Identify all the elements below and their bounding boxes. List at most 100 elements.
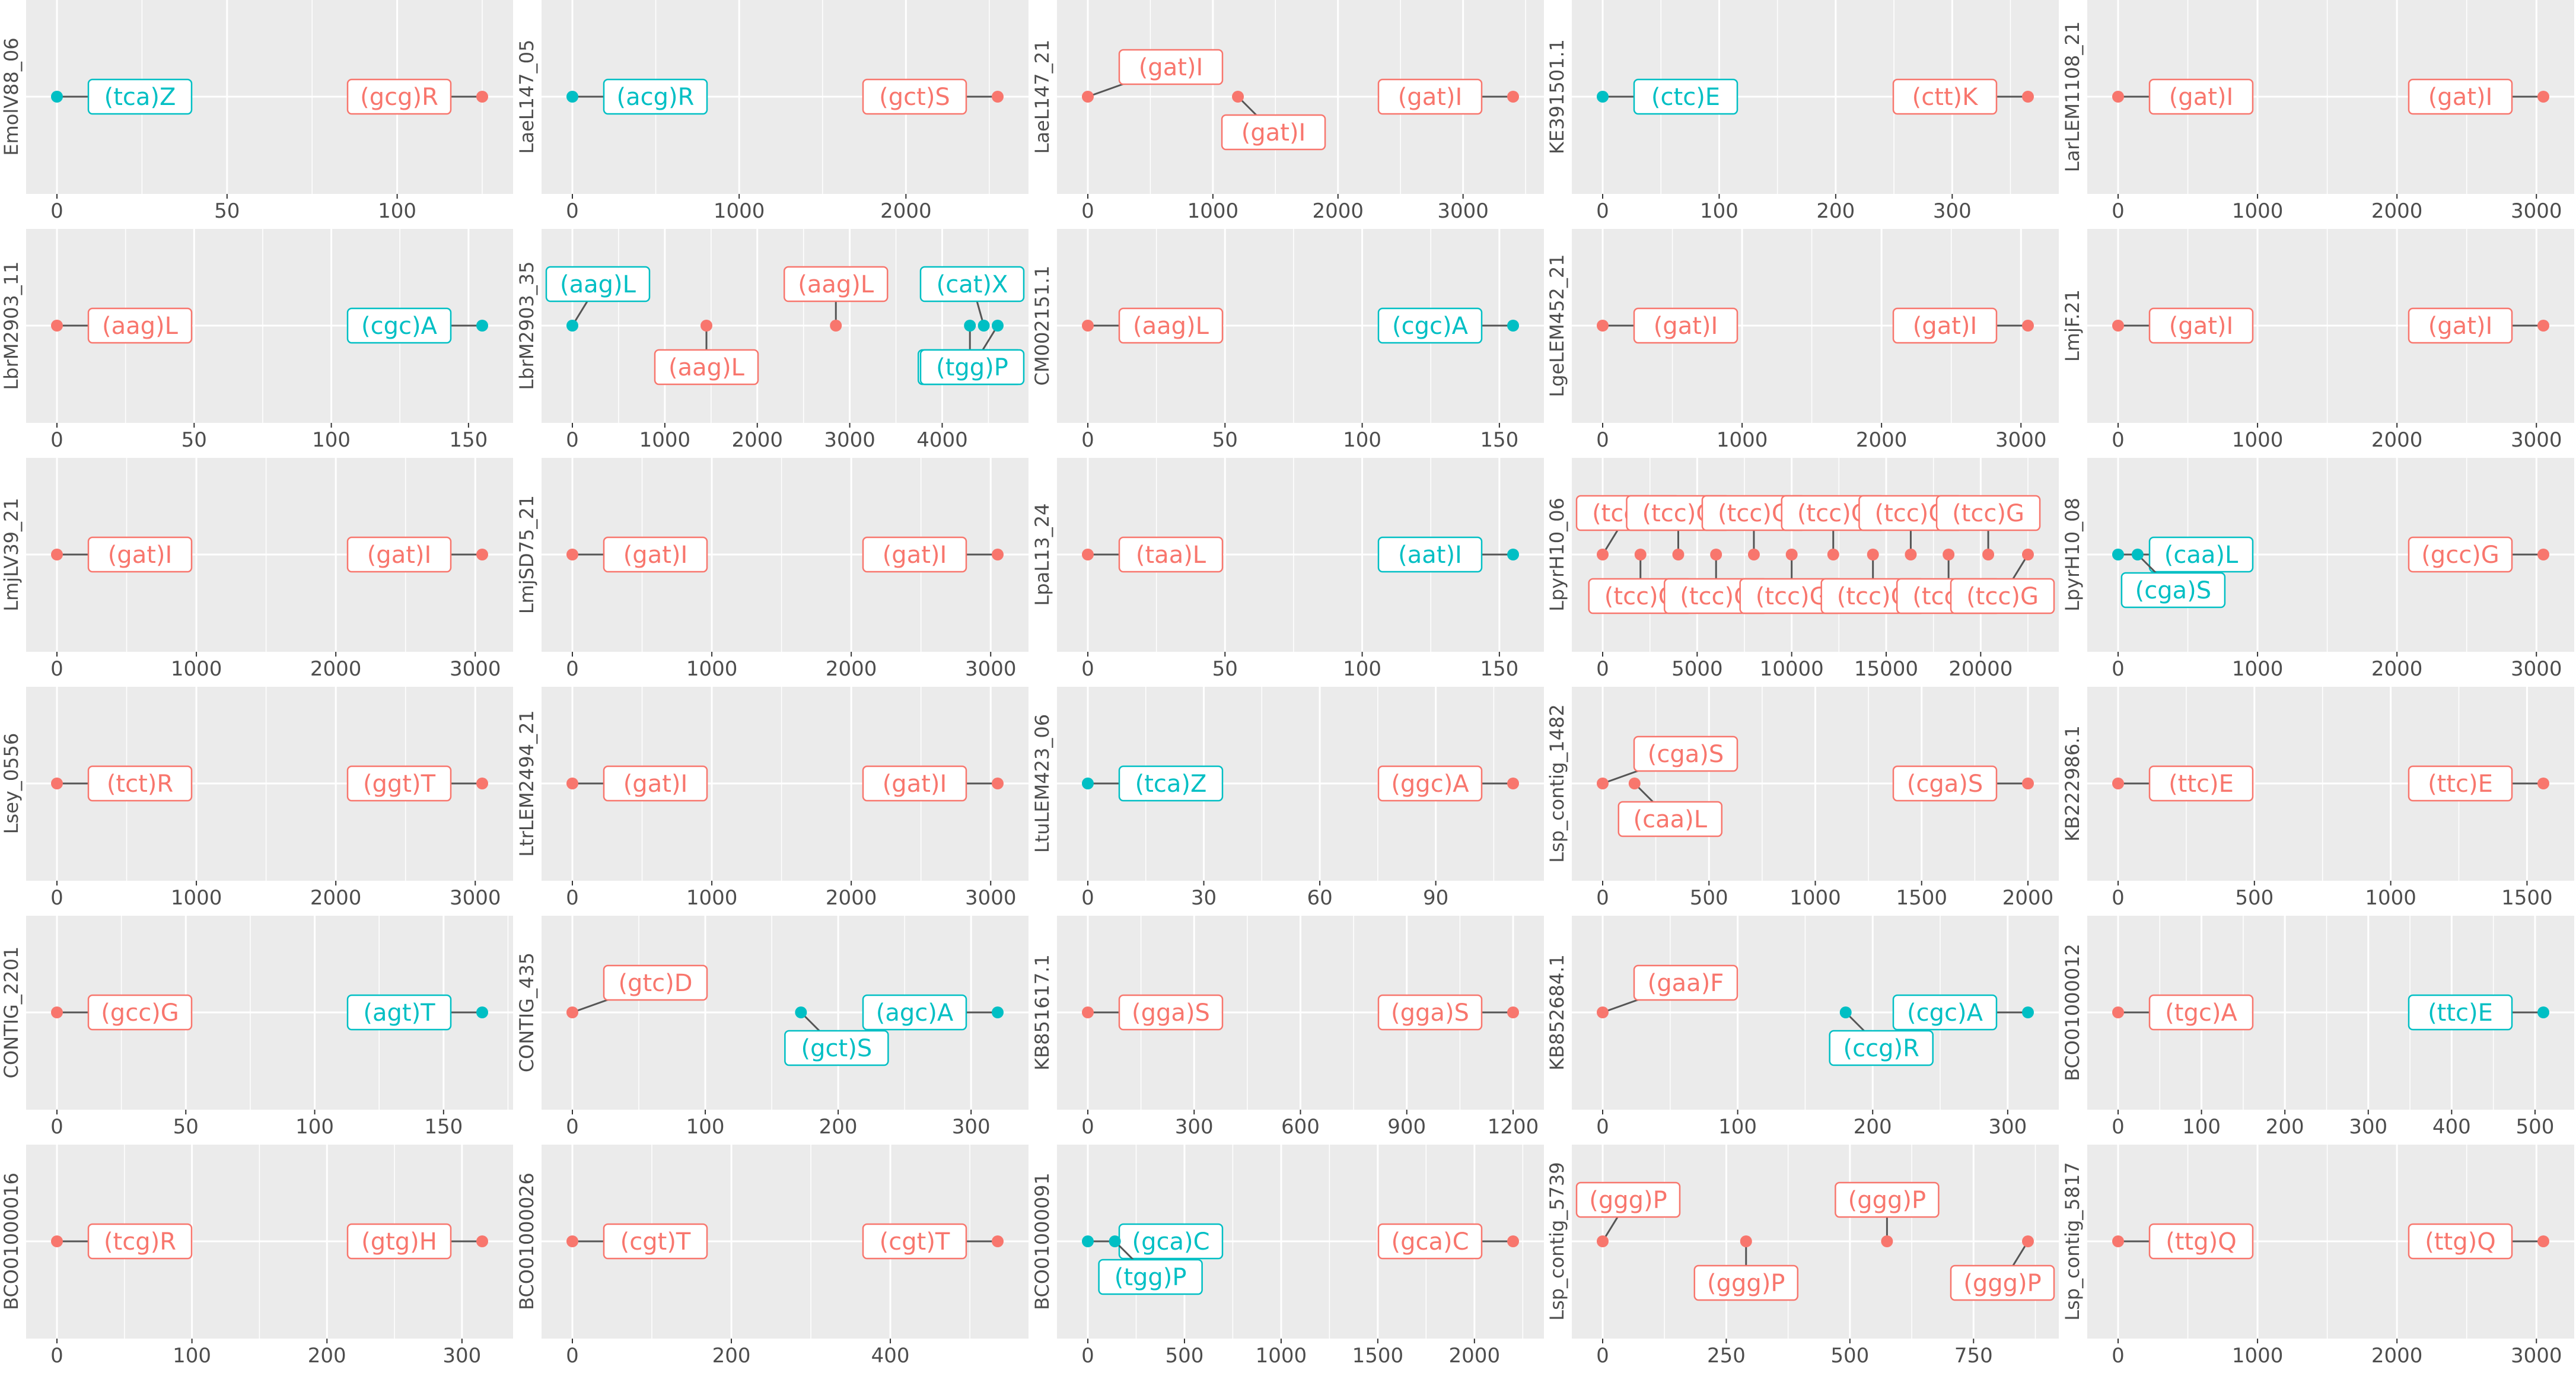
point-label-box [2148, 994, 2254, 1031]
point-label-box [545, 266, 651, 302]
point-label-box [1617, 801, 1723, 837]
x-tick-label: 1000 [1717, 428, 1768, 452]
point-label-box [603, 536, 708, 573]
point-label: (aat)I [1398, 541, 1462, 569]
data-point [566, 778, 578, 789]
x-tick-label: 3000 [2511, 1344, 2562, 1368]
point-label-box [603, 964, 708, 1001]
x-tick-label: 1000 [686, 657, 738, 681]
data-point [1827, 549, 1839, 560]
point-label: (gct)S [879, 84, 950, 111]
point-label-box [862, 78, 967, 115]
x-tick-label: 0 [566, 886, 579, 910]
x-tick-label: 100 [1700, 199, 1738, 223]
x-tick-label: 1500 [1352, 1344, 1404, 1368]
y-axis-label: BCO01000016 [0, 1173, 23, 1310]
point-label: (ctt)K [1912, 84, 1979, 111]
x-tick-label: 0 [2112, 1115, 2125, 1139]
point-label-box [2148, 536, 2254, 573]
point-label: (tca)Z [1135, 770, 1207, 798]
point-label: (gga)S [1132, 999, 1210, 1027]
point-label: (ggg)P [1848, 1187, 1927, 1214]
point-label-box [603, 765, 708, 802]
y-axis-label: LmjF.21 [2061, 289, 2084, 362]
point-label-box [1892, 78, 1998, 115]
x-tick-label: 10000 [1760, 657, 1824, 681]
facet-panel: 0 30 60 90 LtuLEM423_06 (tca)Z (ggc)A [1031, 687, 1544, 910]
point-label: (tgg)P [936, 354, 1008, 381]
facet-panel: 0 1000 2000 3000 LgeLEM452_21 (gat)I (gat)I [1546, 229, 2059, 452]
point-label: (gca)C [1391, 1228, 1469, 1256]
point-label-box [2408, 307, 2513, 344]
point-label-box [346, 78, 452, 115]
data-point [566, 320, 578, 332]
data-point [51, 91, 63, 103]
data-point [1672, 549, 1685, 560]
point-label: (gat)I [883, 770, 947, 798]
point-label: (gat)I [2169, 313, 2234, 340]
data-point [992, 91, 1004, 103]
facet-panel: 0 1000 2000 3000 4000 LbrM2903_35 (aag)L (aag)L… [515, 229, 1029, 452]
x-tick-label: 500 [2235, 886, 2273, 910]
data-point [51, 549, 63, 560]
point-label: (cga)S [2135, 577, 2212, 604]
data-point [2022, 549, 2034, 560]
data-point [476, 91, 488, 103]
point-label-box [862, 765, 967, 802]
point-label-box [1935, 495, 2041, 531]
point-label: (tcg)R [104, 1228, 176, 1256]
point-label-box [2148, 1223, 2254, 1260]
data-point [1507, 1006, 1519, 1018]
point-label-box [2408, 78, 2513, 115]
x-tick-label: 2000 [826, 886, 877, 910]
x-tick-label: 2000 [1449, 1344, 1501, 1368]
data-point [977, 320, 990, 332]
point-label: (ggc)A [1391, 770, 1469, 798]
point-label-box [346, 307, 452, 344]
data-point [1232, 91, 1244, 103]
data-point [1597, 320, 1609, 332]
x-tick-label: 50 [173, 1115, 199, 1139]
x-tick-label: 100 [2182, 1115, 2221, 1139]
y-axis-label: LmjLV39_21 [0, 498, 23, 611]
y-axis-label: LarLEM1108_21 [2061, 21, 2084, 172]
x-tick-label: 1000 [2232, 657, 2284, 681]
point-label-box [862, 994, 967, 1031]
data-point [795, 1006, 807, 1018]
x-tick-label: 2000 [826, 657, 877, 681]
data-point [2022, 1006, 2034, 1018]
data-point [1740, 1235, 1752, 1247]
x-tick-label: 30 [1191, 886, 1217, 910]
point-label-box [1098, 1259, 1203, 1295]
x-tick-label: 200 [2266, 1115, 2304, 1139]
point-label-box [346, 994, 452, 1031]
point-label-box [87, 307, 193, 344]
y-axis-label: KB851617.1 [1031, 954, 1053, 1071]
x-tick-label: 1000 [171, 657, 222, 681]
point-label: (gcc)G [101, 999, 179, 1027]
point-label: (agt)T [363, 999, 435, 1027]
x-tick-label: 2000 [2371, 199, 2423, 223]
point-label-box [1835, 1181, 1940, 1218]
data-point [566, 1006, 578, 1018]
point-label: (cgc)A [1392, 313, 1469, 340]
point-label: (aag)L [1133, 313, 1209, 340]
point-label: (gat)I [623, 541, 688, 569]
x-tick-label: 1000 [639, 428, 691, 452]
point-label-box [919, 349, 1025, 386]
data-point [830, 320, 842, 332]
x-tick-label: 100 [312, 428, 351, 452]
x-tick-label: 50 [214, 199, 240, 223]
data-point [1507, 91, 1519, 103]
point-label-box [1633, 307, 1738, 344]
point-label: (gat)I [1241, 119, 1306, 146]
x-tick-label: 0 [50, 199, 63, 223]
point-label-box [87, 1223, 193, 1260]
data-point [476, 1006, 488, 1018]
y-axis-label: LgeLEM452_21 [1546, 254, 1568, 397]
x-tick-label: 1500 [1896, 886, 1947, 910]
point-label: (cgc)A [1907, 999, 1983, 1027]
data-point [1597, 549, 1609, 560]
point-label: (gcg)R [360, 84, 438, 111]
x-tick-label: 200 [712, 1344, 751, 1368]
